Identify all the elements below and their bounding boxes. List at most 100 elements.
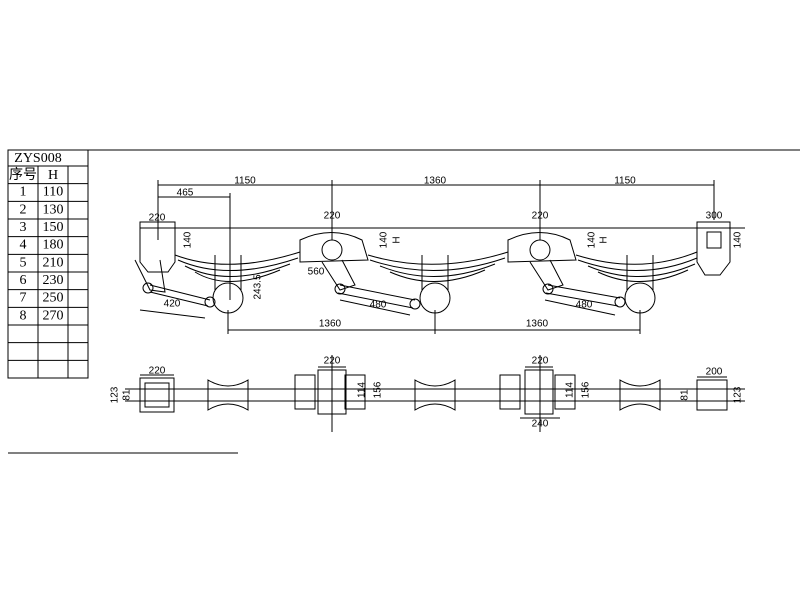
dim-label: 156 — [373, 381, 384, 398]
dim-label: 81 — [122, 389, 133, 401]
hanger-plan — [144, 382, 170, 408]
hanger-plan — [344, 374, 366, 410]
table-cell: 210 — [43, 255, 64, 270]
leaf-spring — [194, 269, 281, 282]
arm — [529, 259, 564, 291]
leaf-spring — [389, 269, 486, 283]
table-cell: 5 — [20, 255, 27, 270]
leaf-spring — [597, 269, 689, 282]
table-header: 序号 — [9, 167, 37, 183]
rod-eye — [334, 283, 346, 295]
hub-plan — [524, 369, 554, 415]
dim-label: 140 — [379, 231, 390, 248]
dim-line — [339, 299, 411, 316]
leaf-spring — [369, 257, 506, 271]
dim-label: 1360 — [424, 176, 447, 187]
spring-clamp — [414, 379, 456, 411]
table-cell: 250 — [43, 291, 64, 306]
hanger — [299, 232, 369, 263]
table-cell: 8 — [20, 308, 27, 323]
hanger-plan — [696, 379, 728, 411]
table-cell: 4 — [20, 238, 27, 253]
table-cell: 180 — [43, 238, 64, 253]
table-cell: 270 — [43, 308, 64, 323]
rod-eye — [614, 296, 626, 308]
rod-eye — [409, 298, 421, 310]
plan-view — [125, 355, 745, 432]
dim-label: 200 — [706, 367, 723, 378]
axle — [212, 282, 244, 314]
hanger-plan — [139, 377, 175, 413]
table-cell: 110 — [43, 185, 63, 200]
elevation-labels: 465 1150 1360 1150 220 140 220 140 220 1… — [149, 176, 744, 330]
dim-line — [139, 309, 206, 319]
dim-label: 560 — [308, 267, 325, 278]
hanger — [696, 221, 731, 276]
hanger-slot — [706, 231, 722, 249]
hanger — [507, 232, 577, 263]
dim-label: 465 — [177, 188, 194, 199]
table-cell: 130 — [43, 202, 64, 217]
dim-label: 220 — [324, 356, 341, 367]
pivot — [529, 239, 551, 261]
dim-label: 240 — [532, 419, 549, 430]
h-label: H — [392, 236, 403, 243]
leaf-spring — [174, 251, 301, 265]
dim-label: 220 — [532, 356, 549, 367]
dim-label: 140 — [183, 231, 194, 248]
table-cell: 2 — [20, 202, 27, 217]
spec-table: ZYS008 序号 H 1 110 2 130 3 150 4 180 5 210 6 230 7 250… — [7, 149, 89, 379]
dim-label: 220 — [149, 213, 166, 224]
leaf-spring — [379, 263, 496, 277]
spring-clamp — [207, 379, 249, 411]
arm — [134, 259, 166, 293]
dim-label: 81 — [680, 389, 691, 401]
leaf-spring — [367, 251, 509, 265]
dim-label: 480 — [370, 300, 387, 311]
dim-label: 480 — [576, 300, 593, 311]
plan-labels: 220 123 81 220 114 156 220 114 156 240 2… — [110, 356, 744, 430]
dim-label: 220 — [532, 211, 549, 222]
table-title: ZYS008 — [14, 151, 61, 166]
dim-label: 123 — [110, 386, 121, 403]
table-rows: 1 110 2 130 3 150 4 180 5 210 6 230 7 250 8 270 — [20, 185, 64, 324]
dim-label: 220 — [149, 366, 166, 377]
dim-label: 1150 — [234, 176, 256, 187]
dim-label: 1360 — [526, 319, 549, 330]
hanger-plan — [294, 374, 316, 410]
leaf-spring — [575, 251, 698, 265]
table-grid — [8, 165, 88, 378]
rod-eye — [542, 283, 554, 295]
dim-label: 123 — [733, 386, 744, 403]
dim-label: 243.5 — [253, 274, 264, 299]
dim-label: 1360 — [319, 319, 342, 330]
dim-label: 140 — [587, 231, 598, 248]
table-frame — [7, 149, 89, 379]
rod-eye — [204, 296, 216, 308]
pivot — [321, 239, 343, 261]
dim-label: 156 — [581, 381, 592, 398]
torque-rod — [149, 284, 211, 307]
spring-clamp — [619, 379, 661, 411]
table-cell: 3 — [20, 220, 27, 235]
table-cell: 7 — [20, 291, 27, 306]
dim-label: 420 — [164, 299, 181, 310]
dim-line — [544, 299, 616, 316]
leaf-spring — [587, 263, 696, 277]
dim-label: 1150 — [614, 176, 636, 187]
arm — [321, 259, 356, 291]
axle — [624, 282, 656, 314]
torque-rod — [545, 284, 621, 307]
rod-eye — [142, 282, 154, 294]
hanger-plan — [554, 374, 576, 410]
leaf-spring — [577, 257, 698, 271]
elevation-view — [134, 180, 745, 334]
table-header: H — [48, 168, 58, 183]
hanger — [139, 221, 176, 273]
axle — [419, 282, 451, 314]
dim-label: 114 — [565, 382, 576, 398]
dim-label: 114 — [357, 382, 368, 398]
dim-label: 140 — [733, 231, 744, 248]
dim-label: 300 — [706, 211, 723, 222]
